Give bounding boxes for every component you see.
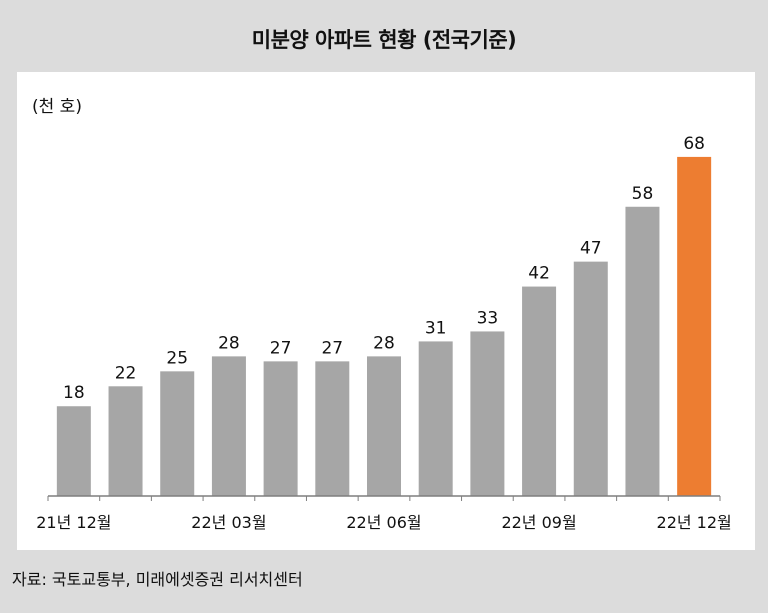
x-tick-label: 22년 09월 <box>501 513 576 532</box>
bar <box>263 361 298 496</box>
bar <box>108 386 143 496</box>
data-label: 42 <box>528 264 550 284</box>
data-label: 33 <box>477 308 499 328</box>
chart-title: 미분양 아파트 현황 (전국기준) <box>251 28 517 52</box>
y-axis-unit-label: (천 호) <box>32 97 82 117</box>
bar <box>315 361 350 496</box>
bar <box>470 331 505 496</box>
source-note: 자료: 국토교통부, 미래에셋증권 리서치센터 <box>12 570 303 589</box>
x-tick-label: 22년 06월 <box>346 513 421 532</box>
bar <box>418 341 453 496</box>
data-label: 25 <box>166 348 188 368</box>
x-tick-label: 22년 12월 <box>657 513 732 532</box>
data-label: 58 <box>632 184 654 204</box>
data-label: 28 <box>218 333 240 353</box>
data-label: 47 <box>580 239 602 259</box>
x-tick-label: 22년 03월 <box>191 513 266 532</box>
bar <box>56 406 91 496</box>
bar <box>522 286 557 496</box>
bar <box>625 206 660 497</box>
data-label: 27 <box>321 338 343 358</box>
bar <box>367 356 401 496</box>
data-label: 27 <box>270 338 292 358</box>
data-label: 31 <box>425 318 447 338</box>
data-label: 22 <box>115 363 137 383</box>
bar <box>573 261 608 496</box>
bar <box>160 371 195 496</box>
bar <box>211 356 246 496</box>
data-label: 68 <box>683 134 705 154</box>
data-label: 18 <box>63 383 85 403</box>
data-label: 28 <box>373 333 395 353</box>
x-tick-label: 21년 12월 <box>36 513 111 532</box>
bar <box>677 156 712 496</box>
